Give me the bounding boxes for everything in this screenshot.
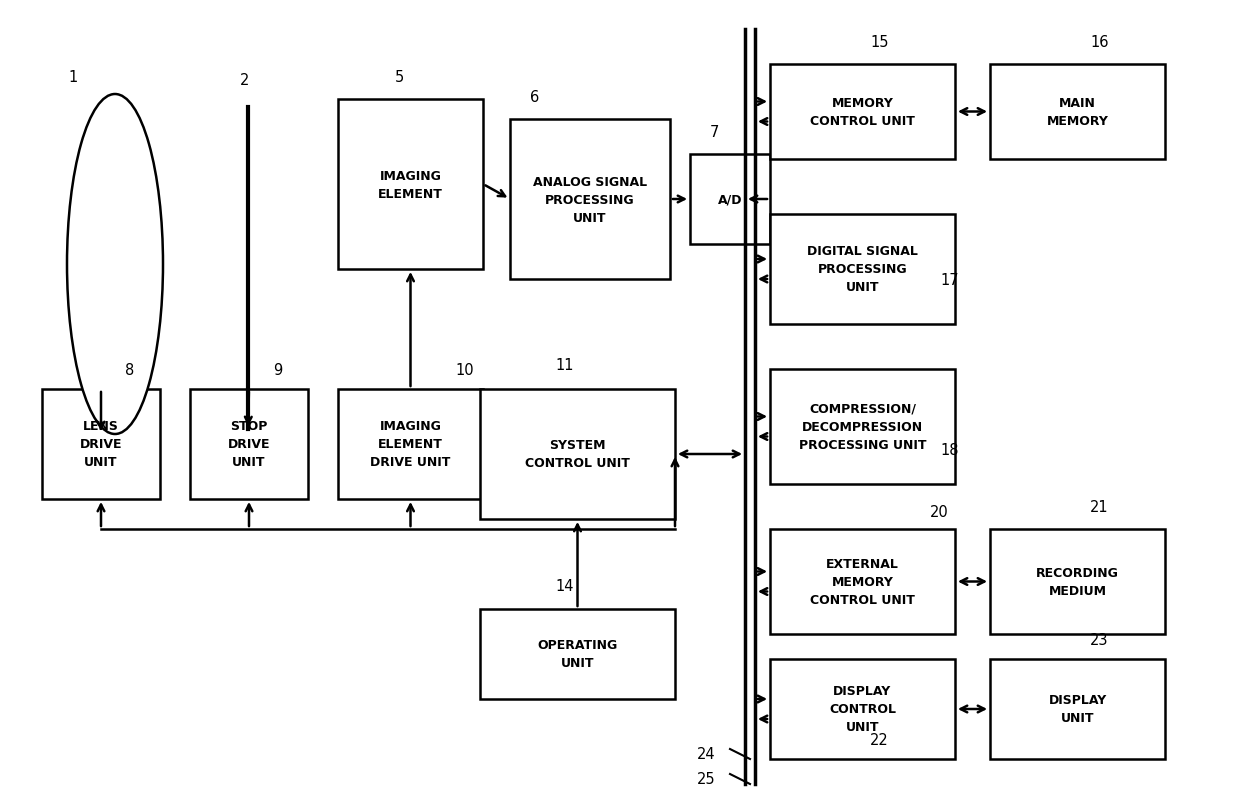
Bar [339,100,484,270]
Text: 15: 15 [870,35,889,50]
Bar [480,389,675,520]
Text: 1: 1 [68,70,77,85]
Text: MEMORY
CONTROL UNIT: MEMORY CONTROL UNIT [810,97,915,128]
Text: LENS
DRIVE
UNIT: LENS DRIVE UNIT [79,420,123,469]
Text: MAIN
MEMORY: MAIN MEMORY [1047,97,1109,128]
Text: OPERATING
UNIT: OPERATING UNIT [537,638,618,670]
Text: 9: 9 [273,362,283,377]
Text: EXTERNAL
MEMORY
CONTROL UNIT: EXTERNAL MEMORY CONTROL UNIT [810,557,915,606]
Bar [190,389,308,499]
Bar [770,369,955,484]
Text: STOP
DRIVE
UNIT: STOP DRIVE UNIT [228,420,270,469]
Text: 20: 20 [930,504,949,520]
Text: 8: 8 [125,362,134,377]
Text: COMPRESSION/
DECOMPRESSION
PROCESSING UNIT: COMPRESSION/ DECOMPRESSION PROCESSING UN… [799,402,926,451]
Text: 7: 7 [711,124,719,140]
Bar [770,65,955,160]
Text: RECORDING
MEDIUM: RECORDING MEDIUM [1037,566,1118,597]
Text: 22: 22 [870,732,889,747]
Bar [770,529,955,634]
Bar [480,609,675,699]
Text: 10: 10 [455,362,474,377]
Text: 25: 25 [697,772,715,786]
Text: 23: 23 [1090,632,1109,647]
Text: 6: 6 [529,90,539,105]
Bar [770,659,955,759]
Text: IMAGING
ELEMENT
DRIVE UNIT: IMAGING ELEMENT DRIVE UNIT [371,420,450,469]
Text: DISPLAY
UNIT: DISPLAY UNIT [1048,694,1106,724]
Text: DISPLAY
CONTROL
UNIT: DISPLAY CONTROL UNIT [830,685,897,734]
Bar [510,120,670,279]
Bar [689,155,770,245]
Text: 5: 5 [396,70,404,85]
Bar [990,659,1166,759]
Bar [990,529,1166,634]
Text: 17: 17 [940,273,959,287]
Bar [990,65,1166,160]
Text: DIGITAL SIGNAL
PROCESSING
UNIT: DIGITAL SIGNAL PROCESSING UNIT [807,245,918,294]
Text: 2: 2 [241,73,249,88]
Bar [770,214,955,324]
Text: 21: 21 [1090,499,1109,515]
Bar [42,389,160,499]
Text: 14: 14 [556,578,573,593]
Text: 11: 11 [556,357,573,373]
Text: ANALOG SIGNAL
PROCESSING
UNIT: ANALOG SIGNAL PROCESSING UNIT [533,175,647,224]
Text: 18: 18 [940,442,959,458]
Text: A/D: A/D [718,194,743,206]
Text: 16: 16 [1090,35,1109,50]
Bar [339,389,484,499]
Text: SYSTEM
CONTROL UNIT: SYSTEM CONTROL UNIT [525,439,630,470]
Text: IMAGING
ELEMENT: IMAGING ELEMENT [378,169,443,200]
Ellipse shape [67,95,162,434]
Text: 24: 24 [697,747,715,761]
